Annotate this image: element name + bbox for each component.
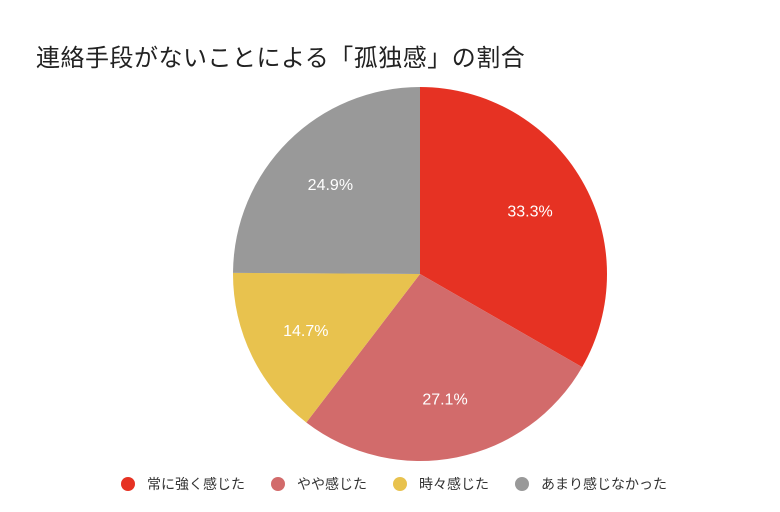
pie-slice xyxy=(420,87,607,368)
chart-title: 連絡手段がないことによる「孤独感」の割合 xyxy=(36,44,526,72)
legend-label: やや感じた xyxy=(297,477,367,493)
legend-dot xyxy=(515,477,529,491)
legend-dot xyxy=(393,477,407,491)
slice-label: 24.9% xyxy=(308,177,353,194)
legend-label: 常に強く感じた xyxy=(147,477,245,493)
legend-item-somewhat: やや感じた xyxy=(271,474,367,494)
legend-label: 時々感じた xyxy=(419,477,489,493)
legend-item-sometimes: 時々感じた xyxy=(393,474,489,494)
legend-dot xyxy=(121,477,135,491)
legend: 常に強く感じた やや感じた 時々感じた あまり感じなかった xyxy=(121,474,693,494)
legend-item-always-strong: 常に強く感じた xyxy=(121,474,245,494)
pie-slice xyxy=(233,272,420,423)
legend-dot xyxy=(271,477,285,491)
slice-label: 14.7% xyxy=(283,323,328,340)
legend-item-rarely: あまり感じなかった xyxy=(515,474,667,494)
slice-label: 33.3% xyxy=(507,203,552,220)
pie-slice xyxy=(306,274,583,461)
pie-slice xyxy=(233,87,420,274)
slice-label: 27.1% xyxy=(422,392,467,409)
legend-label: あまり感じなかった xyxy=(541,477,667,493)
